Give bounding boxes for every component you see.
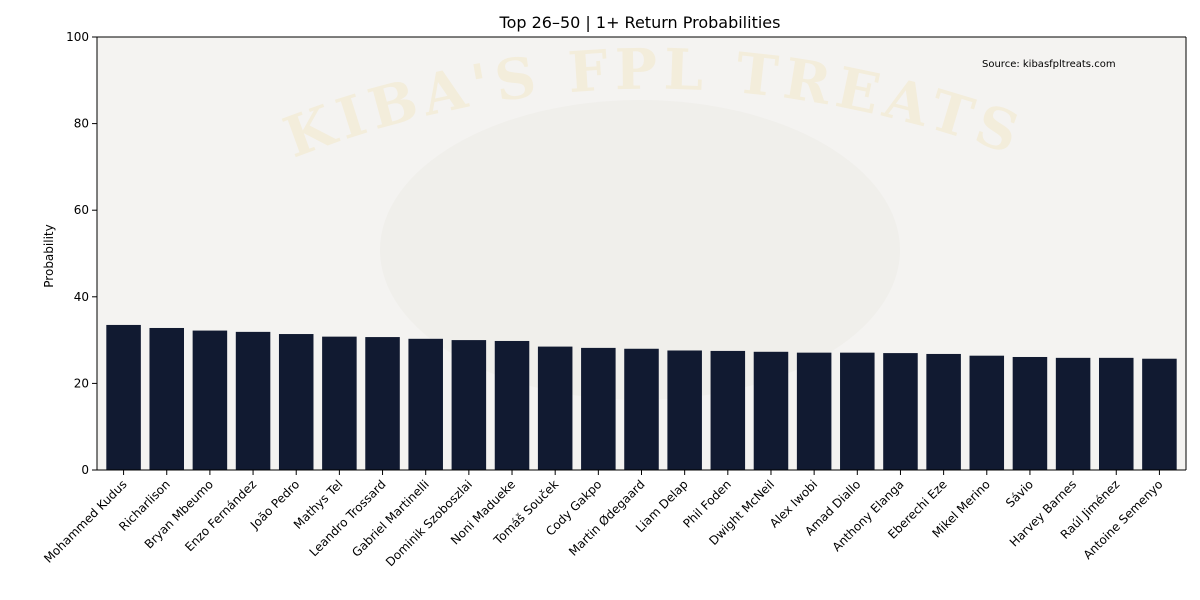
bar [1055,357,1091,470]
bar [494,340,530,470]
bar [667,350,702,470]
bar [796,352,832,470]
bar [710,350,746,470]
bar [278,334,314,470]
bar [106,324,141,470]
y-axis-label: Probability [42,224,56,287]
y-tick-label: 40 [74,290,89,304]
bar [926,353,961,470]
bar [624,348,659,470]
x-tick-label: Martin Ødegaard [566,477,647,558]
y-tick-label: 100 [66,30,89,44]
bar-series [106,324,1177,470]
bar [969,355,1005,470]
bar [1012,356,1048,470]
x-tick-label: Sávio [1003,477,1036,510]
bar [192,330,228,470]
x-tick-label: Mohammed Kudus [41,477,130,566]
bar [451,340,487,470]
bar [753,351,789,470]
bar [235,331,271,470]
x-tick-label: Gabriel Martinelli [349,477,432,560]
x-tick-label: Antoine Semenyo [1081,477,1166,562]
bar [1142,358,1177,470]
y-tick-label: 20 [74,376,89,390]
y-tick-label: 60 [74,203,89,217]
bar [322,336,357,470]
x-tick-label: Leandro Trossard [307,477,389,559]
bar [149,327,185,470]
y-tick-label: 80 [74,117,89,131]
bar [365,337,400,470]
chart-title: Top 26–50 | 1+ Return Probabilities [499,13,781,32]
y-axis-ticks: 0 20 40 60 80 100 [66,30,97,477]
bar [840,352,875,470]
bar [408,338,443,470]
bar [1098,357,1134,470]
bar [581,347,616,470]
y-tick-label: 0 [81,463,89,477]
bar [537,346,573,470]
source-note: Source: kibasfpltreats.com [982,59,1116,70]
bar [883,353,918,470]
